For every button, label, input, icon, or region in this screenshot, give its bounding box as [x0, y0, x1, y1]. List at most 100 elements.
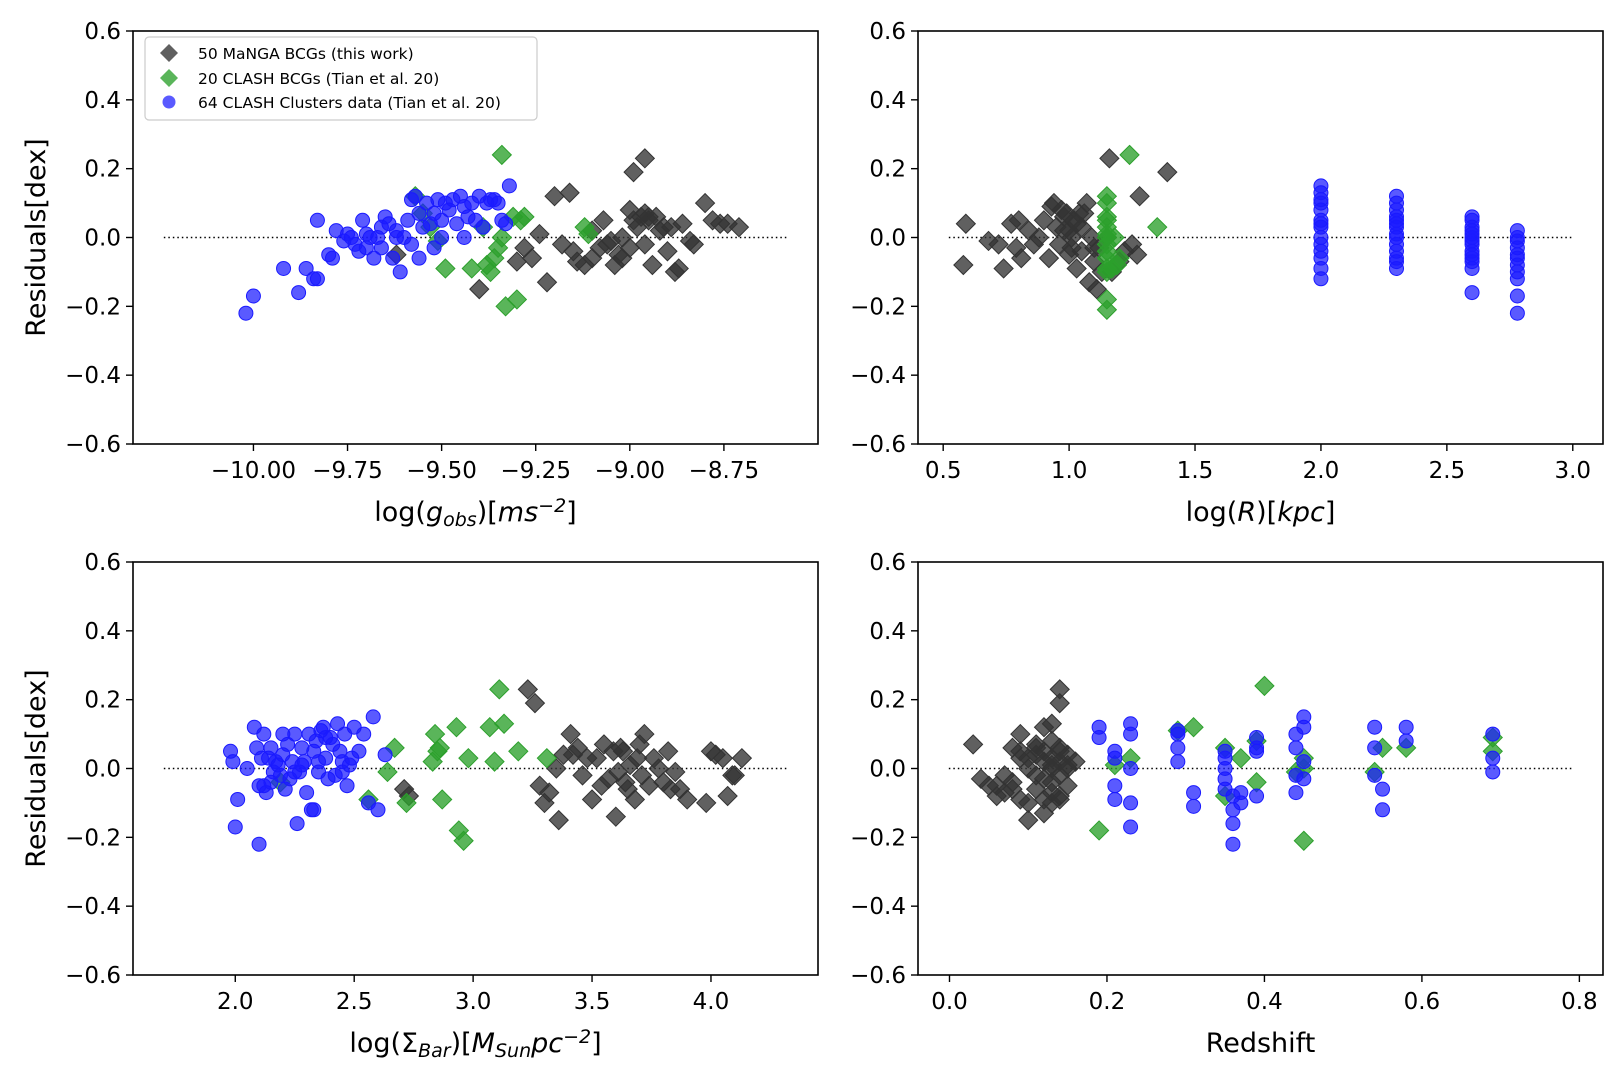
- data-point-clash_cluster: [1186, 798, 1202, 814]
- data-point-manga: [1065, 751, 1086, 772]
- panel-residuals-vs-gobs: −10.00 −9.75 −9.50 −9.25 −9.00 −8.75 −0.6 −0.4 −…: [21, 19, 819, 531]
- data-point-clash_cluster: [490, 195, 506, 211]
- data-point-clash_cluster: [227, 819, 243, 835]
- x-tick-label: 0.5: [925, 458, 962, 484]
- data-point-manga: [1018, 809, 1039, 831]
- data-point-clash_cluster: [1375, 802, 1391, 818]
- data-point-clash_cluster: [426, 240, 442, 256]
- x-tick-label: 0.0: [931, 989, 968, 1015]
- data-point-clash_cluster: [318, 730, 334, 746]
- data-point-manga: [521, 247, 543, 269]
- y-tick-label: 0.2: [84, 688, 121, 714]
- data-point-manga: [676, 789, 698, 810]
- y-tick-label: 0.6: [84, 550, 121, 576]
- data-point-manga: [612, 741, 634, 762]
- data-point-clash_cluster: [385, 250, 401, 266]
- data-point-clash_cluster: [411, 205, 427, 221]
- data-point-manga: [1071, 216, 1092, 238]
- data-point-clash_cluster: [1170, 726, 1186, 742]
- data-point-clash_cluster: [1367, 740, 1383, 756]
- data-point-clash_cluster: [311, 754, 327, 770]
- data-point-clash_cluster: [1509, 288, 1525, 304]
- data-point-clash_cluster: [1091, 730, 1107, 746]
- data-point-clash_bcg: [1254, 675, 1275, 697]
- data-point-clash_bcg: [489, 679, 510, 700]
- data-point-clash_cluster: [1249, 743, 1265, 759]
- y-tick-label: −0.4: [850, 363, 906, 389]
- data-point-manga: [597, 234, 618, 255]
- data-point-clash_cluster: [1170, 740, 1186, 756]
- data-point-manga: [560, 723, 581, 745]
- data-point-manga: [469, 278, 490, 300]
- y-tick-label: 0.2: [869, 688, 906, 714]
- data-point-manga: [1018, 792, 1039, 814]
- legend-entry-clash-cluster: 64 CLASH Clusters data (Tian et al. 20): [162, 94, 501, 112]
- x-tick-label: 3.0: [455, 989, 492, 1015]
- data-point-clash_cluster: [1249, 788, 1265, 804]
- data-point-clash_bcg: [1230, 747, 1252, 769]
- data-point-clash_cluster: [365, 709, 381, 725]
- data-point-clash_cluster: [256, 726, 272, 742]
- x-tick-label: −9.25: [500, 458, 570, 484]
- data-point-clash_bcg: [514, 206, 535, 228]
- x-tick-label: −8.75: [689, 458, 759, 484]
- data-point-manga: [1049, 785, 1070, 807]
- data-point-clash_bcg: [429, 737, 451, 759]
- data-point-manga: [668, 258, 689, 279]
- data-point-manga: [1041, 754, 1063, 776]
- panel-residuals-vs-redshift: 0.0 0.2 0.4 0.6 0.8 −0.6 −0.4 −0.2 0.0 0.2 0.4 0.6 R…: [850, 550, 1604, 1059]
- data-point-clash_cluster: [434, 230, 450, 245]
- data-point-clash_bcg: [453, 830, 474, 851]
- x-tick-label: 2.5: [1429, 458, 1466, 484]
- scatter-markers: [223, 679, 753, 852]
- scatter-markers: [953, 144, 1525, 321]
- data-point-clash_cluster: [1107, 791, 1123, 807]
- data-point-manga: [567, 737, 588, 759]
- data-point-clash_bcg: [479, 716, 500, 738]
- data-point-clash_bcg: [1119, 144, 1140, 166]
- data-point-manga: [986, 775, 1007, 796]
- scatter-markers: [238, 144, 750, 321]
- data-point-manga: [657, 241, 678, 262]
- data-point-manga: [657, 741, 679, 762]
- data-point-clash_cluster: [1186, 785, 1202, 801]
- data-point-clash_cluster: [449, 216, 465, 232]
- data-point-clash_cluster: [1367, 767, 1383, 783]
- y-tick-label: −0.4: [850, 894, 906, 920]
- data-point-manga: [988, 234, 1009, 255]
- data-point-clash_bcg: [1293, 830, 1315, 851]
- data-point-clash_cluster: [256, 778, 272, 794]
- data-point-clash_cluster: [1313, 271, 1329, 287]
- data-point-manga: [1038, 247, 1060, 269]
- data-point-clash_bcg: [508, 741, 529, 762]
- data-point-manga: [1025, 734, 1047, 755]
- data-point-clash_cluster: [358, 240, 374, 256]
- data-point-clash_bcg: [461, 258, 482, 279]
- data-point-clash_cluster: [309, 212, 325, 228]
- y-tick-label: −0.2: [850, 825, 906, 851]
- data-point-manga: [1010, 723, 1031, 745]
- data-point-clash_cluster: [294, 757, 310, 773]
- data-point-manga: [524, 692, 546, 714]
- data-point-clash_cluster: [291, 285, 307, 301]
- data-point-clash_bcg: [1096, 299, 1118, 320]
- data-point-clash_cluster: [1509, 271, 1525, 287]
- data-point-clash_cluster: [1485, 750, 1501, 766]
- x-tick-label: −9.00: [595, 458, 665, 484]
- data-point-manga: [1053, 220, 1075, 241]
- y-tick-label: 0.6: [84, 19, 121, 45]
- data-point-manga: [953, 254, 974, 276]
- data-point-clash_cluster: [1288, 740, 1304, 756]
- data-point-clash_bcg: [491, 144, 513, 166]
- data-point-manga: [1033, 210, 1055, 231]
- data-point-clash_cluster: [289, 816, 305, 832]
- x-tick-label: 0.6: [1404, 989, 1441, 1015]
- data-point-manga: [665, 761, 686, 783]
- data-point-clash_cluster: [263, 740, 279, 756]
- data-point-manga: [1011, 247, 1032, 269]
- legend-entry-clash-bcg: 20 CLASH BCGs (Tian et al. 20): [160, 69, 439, 88]
- data-point-manga: [546, 758, 567, 779]
- y-tick-label: −0.2: [850, 294, 906, 320]
- data-point-manga: [962, 734, 984, 755]
- data-point-clash_cluster: [334, 764, 350, 780]
